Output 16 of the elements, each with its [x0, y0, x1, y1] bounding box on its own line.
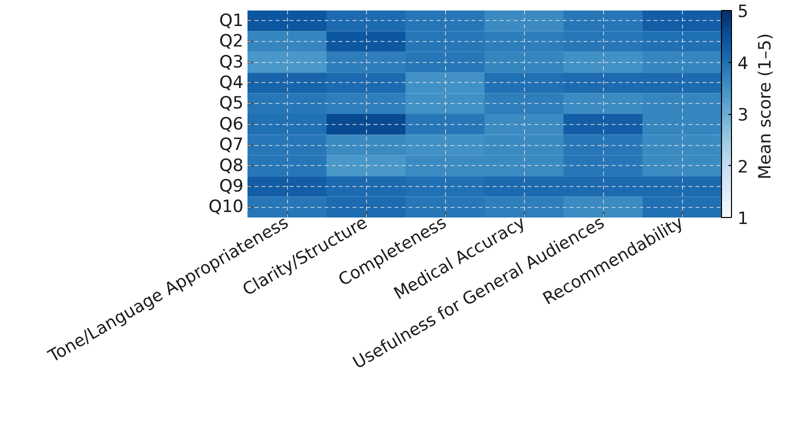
- color-bar-label: 1: [738, 209, 748, 229]
- y-tick-label: Q2: [219, 32, 244, 52]
- color-bar-label: 2: [738, 157, 748, 178]
- y-tick-label: Q9: [219, 176, 244, 196]
- y-tick-label: Q10: [208, 197, 244, 218]
- color-bar-label: 4: [738, 54, 748, 74]
- y-tick-label: Q3: [219, 52, 244, 72]
- y-tick-label: Q6: [219, 114, 244, 134]
- color-bar-label: 5: [738, 2, 748, 22]
- color-bar-title: Mean score (1–5): [756, 33, 776, 180]
- y-tick-label: Q4: [219, 72, 244, 93]
- color-bar-label: 3: [738, 106, 748, 126]
- y-tick-label: Q1: [219, 10, 244, 31]
- y-tick-label: Q7: [219, 135, 244, 156]
- y-tick-label: Q5: [219, 94, 244, 114]
- y-tick-label: Q8: [219, 156, 244, 176]
